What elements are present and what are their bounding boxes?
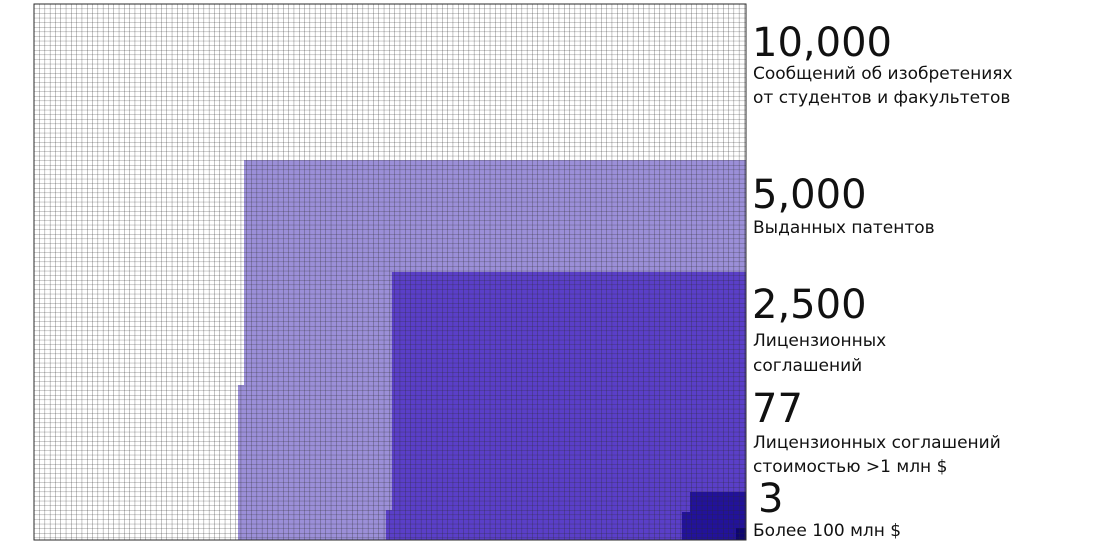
value-label-10000: 10,000 [752, 20, 892, 66]
desc-label-10000-line-1: Сообщений об изобретениях [753, 64, 1013, 84]
value-label-3: 3 [758, 476, 783, 522]
desc-label-77-line-1: Лицензионных соглашений [753, 433, 1001, 453]
desc-label-3-line-1: Более 100 млн $ [753, 521, 901, 541]
desc-label-2500-line-1: Лицензионных [753, 331, 886, 351]
value-label-5000: 5,000 [752, 172, 867, 218]
value-label-77: 77 [752, 386, 803, 432]
desc-label-2500-line-2: соглашений [753, 356, 862, 376]
waffle-grid [34, 4, 746, 540]
value-label-2500: 2,500 [752, 282, 867, 328]
desc-label-10000-line-2: от студентов и факультетов [753, 88, 1010, 108]
desc-label-77-line-2: стоимостью >1 млн $ [753, 457, 947, 477]
desc-label-5000-line-1: Выданных патентов [753, 218, 935, 238]
waffle-border [33, 3, 747, 541]
